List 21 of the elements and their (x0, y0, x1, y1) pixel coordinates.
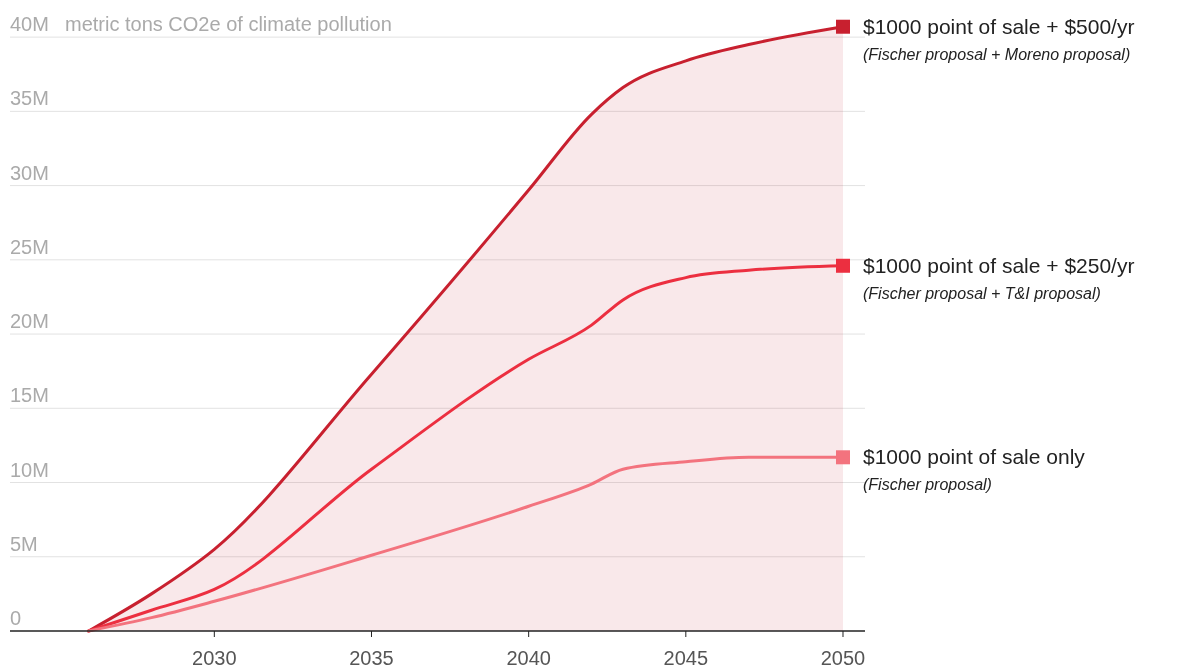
y-tick-label: 10M (10, 458, 49, 481)
y-tick-label: 5M (10, 532, 38, 555)
y-tick-label: 35M (10, 87, 49, 110)
series-label: $1000 point of sale only (863, 445, 1086, 469)
y-tick-label: 40M (10, 13, 49, 36)
y-tick-label: 0 (10, 607, 22, 629)
x-tick-label: 2035 (349, 647, 394, 669)
series-label: $1000 point of sale + $500/yr (863, 14, 1135, 38)
y-axis-title: metric tons CO2e of climate pollution (65, 13, 392, 36)
x-tick-label: 2050 (820, 647, 866, 669)
y-tick-label: 25M (10, 235, 49, 258)
y-tick-label: 15M (10, 384, 49, 407)
annotation: (Fischer proposal) (863, 476, 992, 494)
y-tick-label: 30M (10, 161, 49, 184)
series-label: $1000 point of sale + $250/yr (863, 253, 1135, 277)
x-tick-label: 2045 (663, 647, 709, 669)
annotation: (Fischer proposal + Moreno proposal) (863, 45, 1131, 63)
x-tick-label: 2040 (506, 647, 551, 669)
x-tick-label: 2030 (192, 647, 237, 669)
y-tick-label: 20M (10, 310, 49, 333)
annotation: (Fischer proposal + T&I proposal) (863, 284, 1101, 302)
